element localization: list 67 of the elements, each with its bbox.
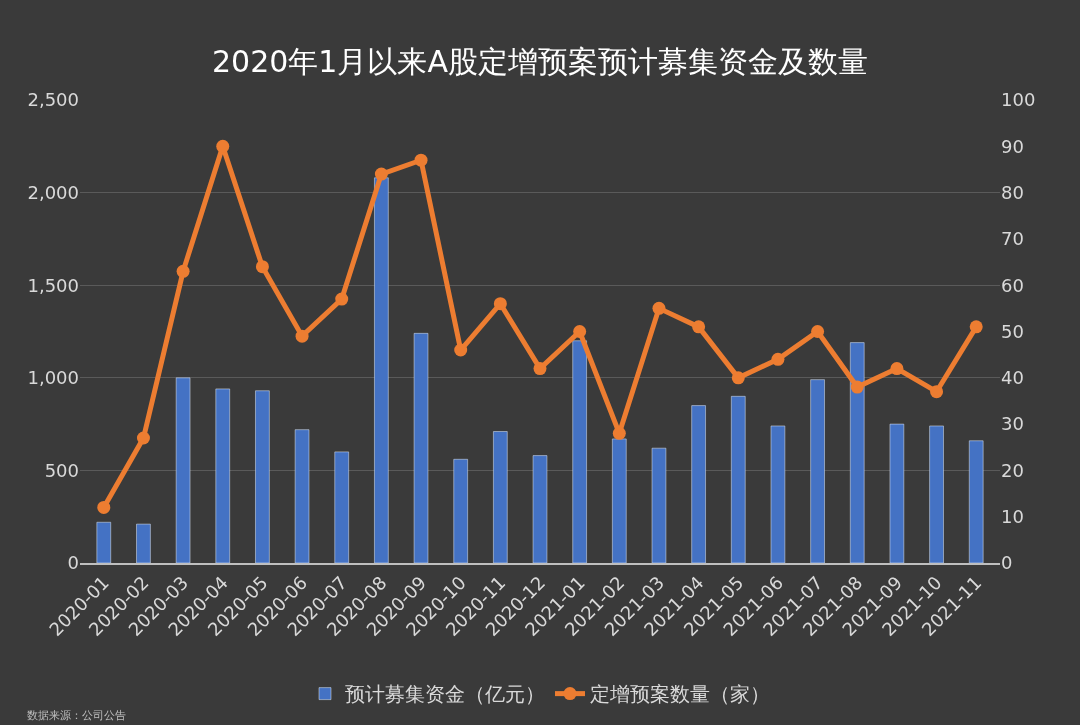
y2-tick-label: 40 [1001,367,1024,389]
y-tick-label: 1,500 [27,274,79,296]
y-tick-label: 0 [67,552,79,574]
bar [810,379,825,563]
bar [136,523,151,563]
y2-tick-label: 0 [1001,552,1013,574]
point [850,380,864,394]
y2-tick-label: 70 [1001,228,1024,250]
point [176,264,190,278]
y2-tick-label: 80 [1001,181,1024,203]
point [374,167,388,181]
legend-label: 定增预案数量（家） [590,682,770,707]
y2-tick-label: 100 [1001,89,1036,111]
bar [413,333,429,563]
point [890,362,904,376]
point [692,320,706,334]
bar [770,425,786,563]
y-tick-label: 1,000 [27,367,79,389]
source-note: 数据来源：公司公告 [27,709,126,722]
bar [175,377,191,563]
bar [96,522,111,563]
y2-tick-label: 50 [1001,320,1024,342]
y2-tick-label: 30 [1001,413,1024,435]
bar [691,405,706,563]
point [652,301,666,315]
y2-tick-label: 10 [1001,506,1024,527]
point [414,153,428,167]
bar [929,425,944,563]
bar [532,455,548,563]
bar [334,451,349,563]
legend-label: 预计募集资金（亿元） [345,682,545,707]
bar [889,423,905,563]
y-tick-label: 2,000 [27,181,79,203]
point [573,325,587,338]
bar [215,388,230,563]
point [771,352,785,366]
y2-tick-label: 20 [1001,459,1024,481]
bar [255,390,270,563]
point [136,431,150,445]
point [216,139,230,153]
bar [651,447,667,563]
bar [453,459,468,563]
y-tick-label: 500 [44,459,79,481]
bar [850,342,865,563]
bar [612,438,627,563]
bar [969,440,984,563]
y-tick-label: 2,500 [27,89,79,111]
bar [493,431,508,563]
point [255,260,269,274]
bar [731,396,746,563]
point [335,292,349,306]
bar [374,177,389,563]
point [454,343,468,357]
y2-tick-label: 60 [1001,274,1024,296]
y2-tick-label: 90 [1001,135,1024,157]
bar [572,340,587,563]
point [612,426,626,440]
bar [294,429,310,563]
point [811,325,825,338]
point [930,385,944,399]
point [493,297,507,311]
point [295,329,309,343]
point [731,371,745,385]
point [533,362,547,376]
point [969,320,983,334]
chart-title: 2020年1月以来A股定增预案预计募集资金及数量 [212,43,868,79]
point [97,500,111,514]
